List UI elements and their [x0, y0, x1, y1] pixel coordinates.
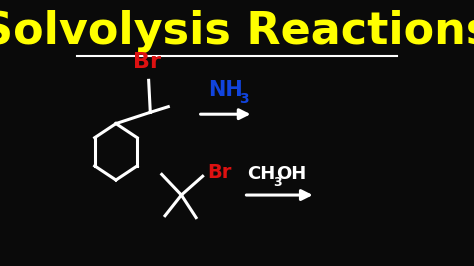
Text: NH: NH — [208, 80, 243, 100]
Text: 3: 3 — [273, 176, 282, 189]
Text: Solvolysis Reactions: Solvolysis Reactions — [0, 10, 474, 53]
Text: 3: 3 — [239, 92, 248, 106]
Text: OH: OH — [276, 165, 306, 183]
Text: Br: Br — [207, 163, 231, 182]
Text: CH: CH — [247, 165, 276, 183]
Text: Br: Br — [133, 52, 161, 72]
